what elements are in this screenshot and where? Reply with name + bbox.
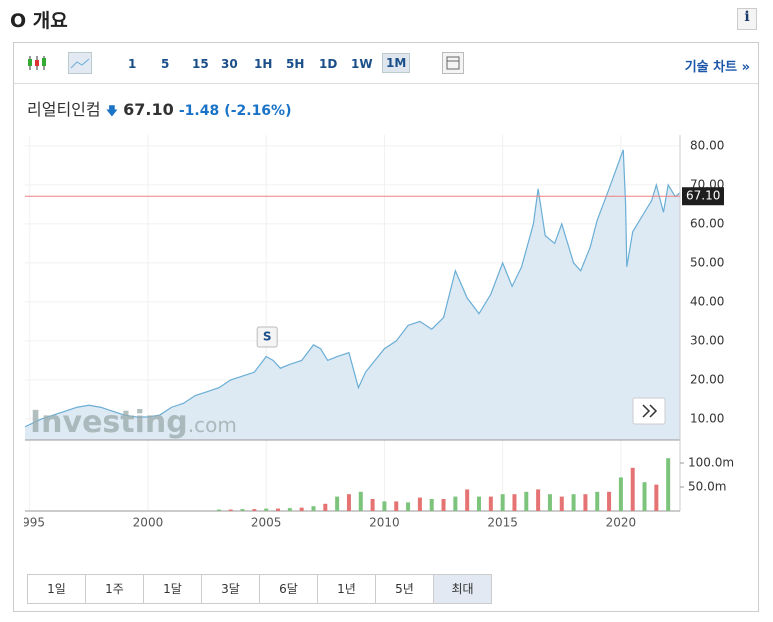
volume-bar	[417, 497, 422, 511]
interval-button[interactable]: 15	[192, 57, 209, 71]
volume-bar	[453, 496, 458, 511]
range-button[interactable]: 1달	[144, 575, 202, 603]
change: -1.48	[178, 103, 220, 119]
volume-bar	[477, 496, 482, 511]
volume-bar	[276, 508, 281, 511]
volume-bar	[382, 501, 387, 511]
area-fill	[25, 149, 680, 440]
change-pct: (-2.16%)	[224, 103, 292, 119]
annotation-box	[256, 326, 278, 348]
volume-bar	[264, 508, 269, 511]
volume-bar	[216, 509, 221, 511]
volume-bar	[524, 491, 529, 511]
info-button[interactable]: i	[737, 8, 757, 30]
volume-bar	[618, 477, 623, 511]
candle-icon[interactable]	[26, 55, 48, 71]
interval-button[interactable]: 5H	[286, 57, 305, 71]
instrument-name: 리얼티인컴	[27, 100, 101, 119]
volume-bar	[512, 494, 517, 511]
interval-button[interactable]: 1	[128, 57, 137, 71]
interval-button[interactable]: 30	[221, 57, 238, 71]
chart-panel	[13, 42, 759, 612]
volume-bar	[323, 503, 328, 511]
volume-bar	[607, 491, 612, 511]
volume-bar	[394, 501, 399, 511]
y-tick-label: 60.00	[690, 216, 724, 230]
area-icon[interactable]	[68, 52, 92, 74]
interval-button[interactable]: 1H	[254, 57, 273, 71]
volume-bar	[299, 507, 304, 511]
scroll-icon	[642, 404, 658, 418]
y-tick-label: 50.00	[690, 255, 724, 269]
volume-bar	[370, 499, 375, 511]
range-button[interactable]: 5년	[376, 575, 434, 603]
volume-bar	[441, 499, 446, 511]
toolbar: 1 5 15 30 1H 5H 1D 1W 1M 기술 차트 »	[14, 43, 758, 84]
last-price-label: 67.10	[686, 189, 720, 203]
range-button[interactable]: 1일	[28, 575, 86, 603]
volume-bar	[335, 496, 340, 511]
volume-bar	[500, 494, 505, 511]
volume-bar	[536, 489, 541, 511]
volume-bar	[240, 509, 245, 511]
y-tick-label: 10.00	[690, 411, 724, 425]
x-tick-label: 2015	[487, 516, 518, 530]
y-tick-label: 20.00	[690, 372, 724, 386]
y-tick-label: 80.00	[690, 138, 724, 152]
volume-bar	[465, 489, 470, 511]
x-tick-label: 1995	[14, 516, 45, 530]
watermark-suffix: .com	[188, 413, 237, 437]
annotation-text: S	[263, 330, 272, 344]
volume-bar	[358, 491, 363, 511]
volume-bar	[287, 508, 292, 511]
price: 67.10	[123, 100, 174, 119]
x-tick-label: 2020	[606, 516, 637, 530]
volume-bar	[406, 502, 411, 511]
volume-bar	[547, 494, 552, 511]
volume-bar	[654, 484, 659, 511]
watermark-brand: Investing	[30, 405, 188, 440]
x-tick-label: 2010	[369, 516, 400, 530]
y-tick-label: 40.00	[690, 294, 724, 308]
y-tick-label: 100.0m	[688, 456, 734, 470]
volume-bar	[488, 496, 493, 511]
interval-button[interactable]: 1D	[319, 57, 338, 71]
volume-bar	[429, 499, 434, 511]
watermark: Investing.com	[30, 405, 237, 440]
volume-bar	[228, 509, 233, 511]
y-tick-label: 30.00	[690, 333, 724, 347]
y-tick-label: 50.0m	[688, 480, 726, 494]
x-tick-label: 2000	[133, 516, 164, 530]
range-button[interactable]: 1주	[86, 575, 144, 603]
range-button[interactable]: 최대	[434, 575, 491, 603]
volume-bar	[630, 467, 635, 511]
range-button[interactable]: 1년	[318, 575, 376, 603]
tech-chart-link[interactable]: 기술 차트 »	[684, 60, 750, 75]
interval-button[interactable]: 1M	[382, 53, 411, 73]
page-title: O 개요	[10, 10, 68, 32]
down-arrow: 🡇	[105, 104, 119, 118]
volume-bar	[559, 496, 564, 511]
range-buttons: 1일 1주 1달 3달 6달 1년 5년 최대	[27, 574, 492, 604]
interval-button[interactable]: 5	[161, 57, 170, 71]
x-tick-label: 2005	[251, 516, 282, 530]
last-price-box	[682, 187, 724, 206]
range-button[interactable]: 6달	[260, 575, 318, 603]
volume-bar	[311, 506, 316, 511]
price-line	[24, 149, 681, 428]
volume-bar	[571, 494, 576, 511]
volume-bar	[595, 491, 600, 511]
volume-bar	[583, 494, 588, 511]
interval-button[interactable]: 1W	[351, 57, 373, 71]
quote: 리얼티인컴 🡇 67.10 -1.48 (-2.16%)	[27, 96, 291, 123]
volume-bar	[252, 509, 257, 511]
range-button[interactable]: 3달	[202, 575, 260, 603]
table-icon[interactable]	[442, 52, 464, 74]
volume-bar	[346, 494, 351, 511]
volume-bar	[642, 482, 647, 511]
chart: 1995 2000 2005 2010 2015 2020 10.00 20.00 30.00 4…	[14, 135, 734, 530]
volume-bar	[666, 458, 671, 511]
